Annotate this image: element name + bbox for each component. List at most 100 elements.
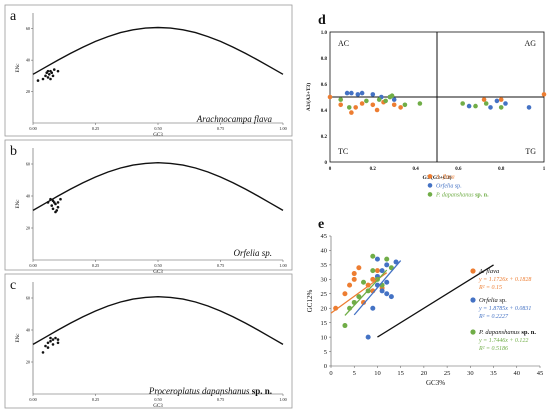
r-squared: R² = 0.5186 (478, 346, 508, 352)
expected-enc-curve (32, 295, 284, 346)
d-point-series-1 (494, 98, 500, 104)
x-axis-label: GC3 (153, 404, 163, 409)
d-point-series-2 (383, 98, 388, 104)
enc-point (52, 68, 56, 71)
enc-panel-a: 0.00 0.25 0.50 0.75 1.00 20 40 60 GC3 ENc a Arachno… (4, 4, 293, 138)
x-tick-label: 1 (543, 167, 546, 172)
e-point-series-0 (351, 271, 357, 277)
e-point-series-2 (384, 256, 390, 262)
legend-suffix: sp. (453, 184, 462, 190)
enc-point (51, 207, 55, 211)
legend-species: A. flava (478, 268, 499, 275)
e-point-series-0 (370, 276, 376, 282)
x-axis-label: GC3% (426, 379, 445, 387)
x-axis-label: G3/(G3+C3) (422, 174, 451, 181)
e-point-series-1 (384, 262, 390, 268)
enc-point (56, 201, 60, 204)
panel-letter: c (10, 278, 16, 293)
legend-species: P. dapanshanus (435, 193, 474, 199)
enc-point (49, 77, 52, 81)
x-tick-label: 0 (329, 370, 332, 377)
enc-point (46, 76, 50, 79)
enc-point (56, 341, 60, 345)
panel-letter: a (10, 9, 17, 24)
legend-entry: P. dapanshanus sp. n. (435, 193, 489, 199)
legend-marker (470, 268, 476, 274)
d-point-series-2 (364, 98, 369, 104)
panel-letter: b (10, 144, 17, 159)
panel-frame (4, 139, 293, 271)
enc-point (47, 72, 51, 76)
y-axis-label: ENc (16, 63, 21, 73)
d-point-series-2 (402, 102, 408, 108)
d-point-series-0 (370, 102, 376, 108)
d-point-series-1 (349, 90, 354, 96)
e-point-series-2 (356, 294, 362, 300)
e-point-series-1 (365, 334, 371, 340)
y-tick-label: 35 (321, 262, 328, 269)
e-point-series-2 (370, 268, 376, 274)
y-tick-label: 60 (26, 26, 30, 31)
fit-line-series-1 (353, 260, 402, 316)
d-point-series-0 (498, 97, 504, 102)
legend-suffix: sp. (498, 297, 507, 304)
e-point-series-0 (351, 276, 357, 282)
quadrant-label-ac: AC (338, 39, 349, 48)
d-point-series-2 (389, 93, 395, 98)
species-label: Arachnocampa flava (196, 114, 273, 124)
x-tick-label: 25 (444, 370, 451, 377)
y-tick-label: 0 (325, 161, 328, 166)
y-tick-label: 0.2 (321, 135, 328, 140)
fit-line-series-2 (344, 269, 388, 316)
x-tick-label: 0.75 (217, 397, 224, 402)
panel-letter: e (318, 217, 324, 232)
enc-point (46, 346, 50, 349)
d-point-series-2 (460, 101, 465, 106)
species-label: Orfelia sp. (233, 248, 272, 258)
d-point-series-1 (370, 92, 376, 97)
e-point-series-1 (379, 288, 385, 294)
y-axis-label: ENc (16, 199, 21, 209)
x-tick-label: 15 (397, 370, 404, 377)
e-point-series-2 (370, 253, 376, 259)
legend-marker (470, 329, 476, 335)
y-axis-label: GC12% (306, 290, 314, 313)
y-tick-label: 15 (321, 320, 328, 327)
d-point-series-0 (359, 101, 365, 106)
y-tick-label: 60 (26, 296, 30, 301)
d-point-series-1 (344, 90, 350, 96)
enc-point (54, 336, 57, 340)
x-tick-label: 0.6 (455, 167, 462, 172)
enc-point (54, 202, 57, 206)
enc-point (49, 336, 52, 340)
y-tick-label: 45 (321, 233, 328, 240)
d-point-series-0 (398, 105, 403, 110)
species-label: Proceroplatus dapanshanus sp. n. (148, 386, 272, 396)
enc-point (36, 79, 40, 82)
x-tick-label: 0.50 (154, 263, 161, 268)
x-tick-label: 0.25 (92, 126, 99, 131)
legend-marker (427, 183, 433, 188)
d-point-series-2 (417, 101, 423, 106)
legend-species: P. dapanshanus (478, 329, 520, 336)
y-tick-label: 30 (321, 277, 328, 284)
e-point-series-1 (393, 259, 399, 265)
y-tick-label: 40 (26, 194, 30, 199)
panel-d: d 0 0.2 0.4 0.6 0.8 1 0 0.2 0.4 0.6 0.8 1.0 G3/(G3+C3… (305, 13, 547, 199)
enc-point (50, 204, 54, 207)
regression-equation: y = 1.8785x + 0.0831 (478, 306, 531, 312)
x-tick-label: 1.00 (279, 263, 286, 268)
y-tick-label: 0.8 (321, 57, 328, 62)
y-tick-label: 60 (26, 162, 30, 167)
y-axis-label: A3/(A3+T3) (305, 83, 312, 111)
d-point-series-2 (376, 97, 382, 102)
panel-letter: d (318, 13, 326, 28)
x-tick-label: 0.50 (154, 397, 161, 402)
y-tick-label: 40 (26, 58, 30, 63)
y-axis-label: ENc (16, 333, 21, 343)
x-tick-label: 0.8 (498, 167, 505, 172)
panel-e: e 0 5 10 15 20 25 30 35 40 45 0 5 10 15 20 25 30 35 40 45 GC3… (306, 217, 543, 387)
enc-point (55, 209, 59, 212)
x-tick-label: 0.25 (92, 263, 99, 268)
e-point-series-1 (374, 256, 380, 262)
